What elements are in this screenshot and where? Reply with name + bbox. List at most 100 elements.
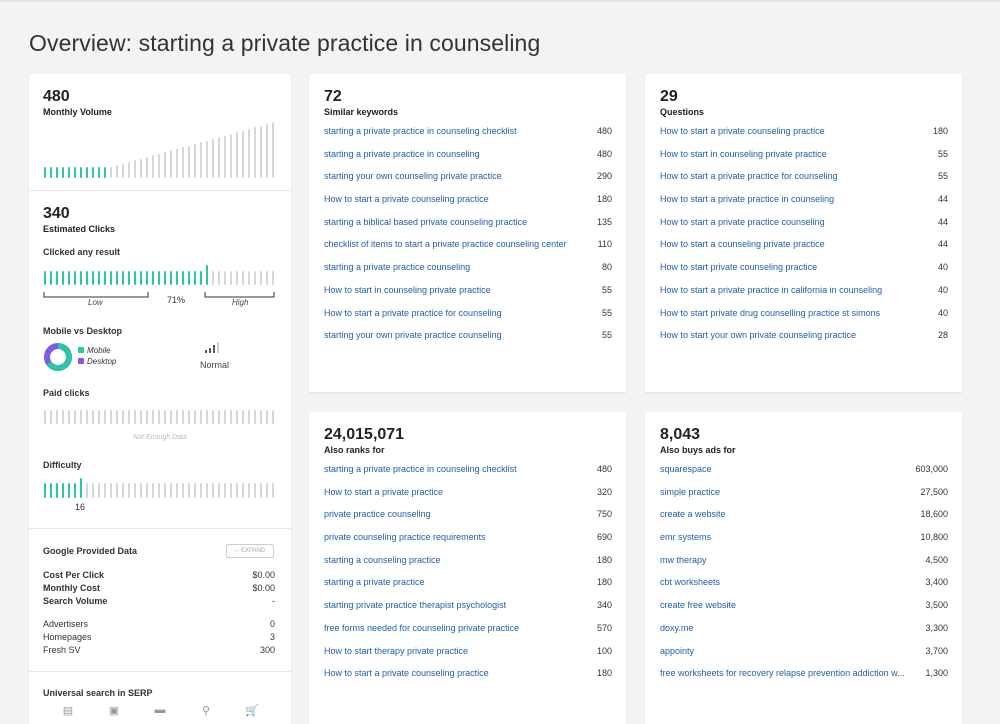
meter-bar (110, 483, 112, 498)
keyword-volume: 55 (937, 148, 948, 159)
meter-bar (98, 410, 100, 424)
keyword-row: starting a private practice in counselin… (324, 464, 612, 487)
meter-bar (68, 483, 70, 498)
keyword-row: squarespace 603,000 (660, 464, 948, 487)
keyword-link[interactable]: starting a private practice in counselin… (324, 126, 517, 136)
keyword-row: starting a private practice in counselin… (324, 149, 612, 172)
keyword-link[interactable]: How to start a private counseling practi… (660, 126, 825, 136)
mobile-legend-text: Mobile (87, 346, 111, 355)
keyword-link[interactable]: How to start a private practice for coun… (324, 307, 502, 318)
keyword-link[interactable]: starting a private practice counseling (324, 262, 471, 273)
keyword-volume: 100 (596, 645, 612, 656)
row-key: Advertisers (43, 619, 89, 629)
google-rows: Advertisers 0 Homepages 3 Fresh SV 300 (43, 619, 275, 658)
keyword-volume: 28 (937, 330, 948, 341)
keyword-volume: 3,500 (925, 600, 948, 611)
keyword-link[interactable]: How to start a private practice in couns… (660, 194, 835, 205)
questions-card: 29 Questions How to start a private coun… (645, 74, 962, 392)
meter-bar (80, 167, 82, 178)
meter-bar (170, 410, 172, 424)
keyword-link[interactable]: starting a counseling practice (324, 554, 441, 565)
keyword-link[interactable]: starting a private practice in counselin… (324, 464, 517, 474)
keyword-link[interactable]: How to start in counseling private pract… (660, 148, 827, 159)
keyword-link[interactable]: starting a private practice (324, 577, 425, 588)
shopping-cart-icon[interactable]: 🛒 (245, 705, 259, 717)
meter-bar (260, 126, 262, 178)
meter-bar (68, 410, 70, 424)
keyword-volume: 27,500 (920, 486, 948, 497)
similar-keywords-list: starting a private practice in counselin… (324, 126, 612, 353)
meter-bar (260, 483, 262, 498)
keyword-link[interactable]: starting your own private practice couns… (324, 330, 502, 341)
keyword-link[interactable]: starting private practice therapist psyc… (324, 600, 507, 611)
meter-bar (56, 271, 58, 285)
keyword-link[interactable]: How to start private counseling practice (660, 262, 818, 273)
keyword-link[interactable]: How to start in counseling private pract… (324, 284, 491, 295)
meter-bar (236, 410, 238, 424)
keyword-link[interactable]: How to start a counseling private practi… (660, 239, 825, 250)
keyword-link[interactable]: simple practice (660, 486, 721, 497)
image-icon[interactable]: ▣ (108, 705, 120, 717)
keyword-row: starting a biblical based private counse… (324, 217, 612, 240)
keyword-link[interactable]: How to start your own private counseling… (660, 330, 857, 341)
keyword-link[interactable]: starting your own counseling private pra… (324, 171, 502, 182)
map-pin-icon[interactable]: ⚲ (201, 705, 211, 717)
meter-bar (188, 410, 190, 424)
news-icon[interactable]: ▤ (62, 705, 74, 717)
meter-bar (170, 271, 172, 285)
meter-bar (224, 410, 226, 424)
keyword-link[interactable]: private practice counseling (324, 509, 431, 520)
meter-bar (194, 483, 196, 498)
meter-bar (74, 271, 76, 285)
meter-bar (224, 483, 226, 498)
keyword-link[interactable]: starting a biblical based private counse… (324, 216, 528, 227)
video-icon[interactable]: ▬ (154, 704, 166, 716)
keyword-link[interactable]: emr systems (660, 532, 712, 543)
keyword-link[interactable]: How to start therapy private practice (324, 645, 469, 656)
chevron-down-icon: ⌵ (234, 548, 240, 554)
keyword-link[interactable]: mw therapy (660, 554, 707, 565)
meter-bar (164, 152, 166, 178)
meter-bar (104, 483, 106, 498)
keyword-link[interactable]: create a website (660, 509, 726, 520)
keyword-link[interactable]: How to start a private practice in calif… (660, 284, 883, 295)
keyword-link[interactable]: cbt worksheets (660, 577, 721, 588)
mobile-desktop-donut (44, 343, 72, 371)
meter-bar (122, 410, 124, 424)
keyword-link[interactable]: checklist of items to start a private pr… (324, 239, 567, 250)
meter-bar (56, 410, 58, 424)
meter-bar (158, 154, 160, 178)
meter-bar (50, 483, 52, 498)
keyword-link[interactable]: free worksheets for recovery relapse pre… (660, 668, 905, 679)
keyword-link[interactable]: How to start private drug counselling pr… (660, 307, 881, 318)
meter-bar (182, 271, 184, 285)
row-value: $0.00 (252, 570, 275, 580)
keyword-link[interactable]: starting a private practice in counselin… (324, 148, 480, 159)
keyword-link[interactable]: create free website (660, 600, 737, 611)
meter-bar (92, 410, 94, 424)
meter-bar (62, 483, 64, 498)
keyword-link[interactable]: squarespace (660, 464, 712, 474)
meter-bar (140, 410, 142, 424)
meter-bar (230, 271, 232, 285)
keyword-link[interactable]: How to start a private counseling practi… (324, 194, 489, 205)
keyword-link[interactable]: appointy (660, 645, 695, 656)
keyword-link[interactable]: How to start a private practice for coun… (660, 171, 838, 182)
keyword-volume: 480 (596, 148, 612, 159)
meter-bar (212, 139, 214, 178)
meter-bar (266, 410, 268, 424)
keyword-link[interactable]: free forms needed for counseling private… (324, 622, 520, 633)
keyword-volume: 40 (937, 307, 948, 318)
keyword-link[interactable]: private counseling practice requirements (324, 532, 486, 543)
also-ranks-card: 24,015,071 Also ranks for starting a pri… (309, 412, 626, 724)
expand-button[interactable]: ⌵ EXPAND (226, 544, 274, 558)
mobile-swatch (78, 347, 84, 353)
estimated-clicks-value: 340 (43, 205, 70, 222)
meter-bar (272, 122, 274, 178)
keyword-link[interactable]: doxy.me (660, 622, 694, 633)
keyword-link[interactable]: How to start a private practice (324, 486, 444, 497)
keyword-link[interactable]: How to start a private counseling practi… (324, 668, 489, 679)
meter-bar (116, 410, 118, 424)
keyword-link[interactable]: How to start a private practice counseli… (660, 216, 825, 227)
questions-count: 29 (660, 88, 678, 105)
